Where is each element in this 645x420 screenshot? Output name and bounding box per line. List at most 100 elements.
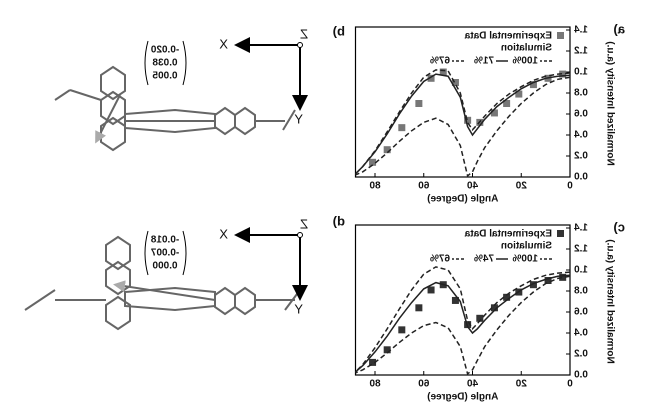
- data-point: [415, 304, 423, 312]
- axis-label: Z: [300, 26, 308, 41]
- panel-label: b): [333, 23, 345, 38]
- series-line: [354, 69, 571, 175]
- bracket: [144, 230, 149, 276]
- y-tick-label: 0.4: [574, 130, 588, 141]
- x-tick-label: 40: [467, 181, 479, 192]
- x-axis-title: Angle (Degree): [427, 392, 498, 403]
- data-point: [529, 281, 537, 289]
- data-point: [427, 74, 435, 82]
- axis-label: Z: [300, 216, 308, 231]
- axis-label: Y: [294, 111, 303, 126]
- axis-label: Y: [294, 301, 303, 316]
- y-axis-title: Normalized Intensity (a.u.): [604, 239, 615, 363]
- data-point: [544, 277, 552, 284]
- data-point: [503, 100, 511, 107]
- data-point: [503, 293, 511, 301]
- data-point: [515, 90, 523, 98]
- y-tick-label: 1.2: [574, 244, 588, 255]
- data-point: [439, 68, 447, 76]
- legend-label: 71%: [474, 56, 494, 67]
- legend-title: Simulation: [501, 241, 552, 252]
- x-tick-label: 0: [567, 379, 573, 390]
- x-tick-label: 60: [418, 181, 430, 192]
- y-tick-label: 0.6: [574, 109, 588, 120]
- data-point: [559, 70, 567, 78]
- data-point: [398, 326, 406, 334]
- axis-label: X: [219, 226, 228, 241]
- legend-label: 100%: [512, 56, 538, 67]
- series-line: [354, 266, 571, 373]
- data-point: [427, 286, 435, 294]
- x-tick-label: 80: [369, 181, 381, 192]
- series-line: [355, 275, 571, 376]
- x-tick-label: 80: [369, 379, 381, 390]
- axis-label: X: [219, 36, 228, 51]
- legend-marker: [557, 32, 564, 39]
- data-point: [369, 158, 377, 166]
- series-line: [355, 76, 571, 178]
- data-point: [490, 304, 498, 312]
- y-tick-label: 1.4: [574, 223, 588, 234]
- y-axis-title: Normalized Intensity (a.u.): [604, 41, 615, 165]
- data-point: [559, 273, 567, 281]
- vector-component: 0.005: [152, 71, 177, 82]
- legend-marker: [557, 230, 564, 237]
- y-tick-label: 0.8: [574, 88, 588, 99]
- y-tick-label: 1.4: [574, 25, 588, 36]
- bracket: [182, 230, 187, 276]
- vector-component: -0.020: [150, 45, 179, 56]
- molecule: [24, 235, 301, 331]
- legend-title: Simulation: [501, 43, 552, 54]
- data-point: [398, 124, 406, 132]
- y-tick-label: 0.8: [574, 286, 588, 297]
- x-axis-title: Angle (Degree): [427, 194, 498, 205]
- axis-origin: [297, 42, 303, 48]
- vector-component: -0.007: [150, 248, 179, 259]
- y-tick-label: 0.2: [574, 349, 588, 360]
- legend-label: Experimental Data: [464, 31, 552, 42]
- y-tick-label: 0.6: [574, 307, 588, 318]
- y-tick-label: 0.0: [574, 172, 588, 183]
- panel-label: c): [613, 219, 625, 234]
- legend-label: 100%: [512, 254, 538, 265]
- data-point: [383, 146, 391, 154]
- panel-label: a): [613, 21, 625, 36]
- data-point: [490, 109, 498, 117]
- data-point: [451, 79, 459, 86]
- data-point: [369, 358, 377, 366]
- data-point: [476, 314, 484, 322]
- axis-origin: [297, 232, 303, 238]
- vector-component: 0.038: [152, 58, 177, 69]
- data-point: [529, 81, 537, 89]
- x-tick-label: 60: [418, 379, 430, 390]
- x-tick-label: 0: [567, 181, 573, 192]
- legend-label: 67%: [430, 56, 450, 67]
- vector-component: -0.018: [150, 235, 179, 246]
- plot-frame: [354, 224, 571, 376]
- bracket: [182, 40, 187, 86]
- series-line: [354, 73, 571, 175]
- series-line: [355, 274, 571, 373]
- legend-label: Experimental Data: [464, 229, 552, 240]
- x-tick-label: 40: [467, 379, 479, 390]
- bracket: [144, 40, 149, 86]
- legend-label: 74%: [474, 254, 494, 265]
- y-tick-label: 1.0: [574, 67, 588, 78]
- data-point: [415, 100, 423, 107]
- y-tick-label: 0.4: [574, 328, 588, 339]
- data-point: [464, 116, 472, 124]
- x-tick-label: 20: [515, 379, 527, 390]
- panel-label: d): [333, 213, 345, 228]
- data-point: [383, 346, 391, 354]
- data-point: [451, 296, 459, 304]
- y-tick-label: 0.2: [574, 151, 588, 162]
- legend-label: 67%: [430, 254, 450, 265]
- molecule: [54, 65, 296, 152]
- y-tick-label: 1.0: [574, 265, 588, 276]
- y-tick-label: 1.2: [574, 46, 588, 57]
- y-tick-label: 0.0: [574, 370, 588, 381]
- plot-frame: [354, 26, 571, 178]
- x-tick-label: 20: [515, 181, 527, 192]
